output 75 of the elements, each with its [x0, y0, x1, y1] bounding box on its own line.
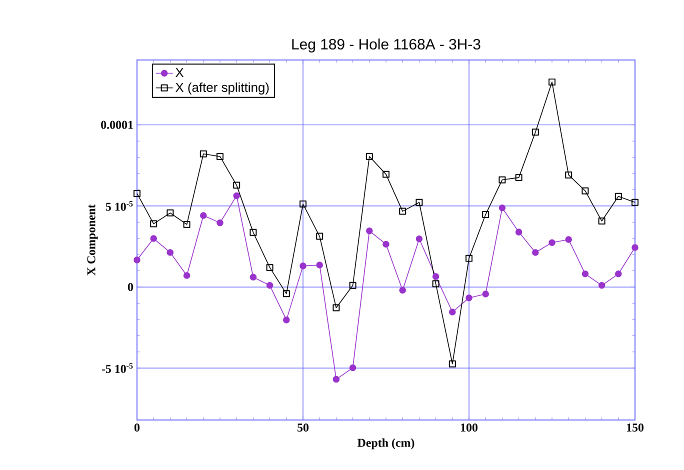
point [233, 182, 240, 189]
point [532, 249, 539, 256]
point [216, 219, 224, 226]
x-axis-title: Depth (cm) [357, 438, 414, 450]
point [432, 273, 440, 280]
point [582, 187, 589, 194]
point [183, 220, 190, 228]
point [316, 232, 324, 240]
point [449, 308, 456, 316]
point [548, 239, 556, 246]
point [150, 220, 158, 228]
x-tick-label: 0 [134, 424, 140, 432]
point [498, 176, 506, 184]
point [498, 204, 506, 212]
point [366, 228, 373, 234]
point [166, 249, 174, 256]
point [399, 208, 406, 215]
point [632, 198, 638, 206]
point [332, 376, 340, 383]
point [250, 228, 257, 236]
point [466, 254, 472, 262]
point [200, 150, 207, 158]
point [200, 212, 207, 219]
point [382, 240, 390, 248]
point [216, 152, 224, 160]
point [482, 211, 490, 218]
point [582, 270, 589, 278]
x-tick-label: 100 [460, 424, 478, 432]
point [548, 78, 556, 86]
point [282, 290, 290, 298]
legend-label: X [176, 68, 184, 77]
point [614, 192, 622, 200]
point [432, 280, 440, 288]
point [416, 235, 423, 242]
point [134, 256, 140, 264]
point [300, 262, 306, 270]
point [283, 316, 290, 324]
point [266, 264, 274, 272]
point [233, 192, 240, 200]
point [316, 262, 323, 268]
point [565, 171, 572, 178]
point [382, 170, 390, 178]
point [615, 270, 622, 278]
y-tick-label: 0 [128, 282, 134, 292]
point [399, 286, 406, 294]
point [515, 228, 522, 236]
point [466, 294, 472, 302]
point [448, 360, 456, 368]
y-tick-label: 0.0001 [101, 120, 133, 129]
point [150, 235, 157, 242]
point [266, 282, 274, 289]
point [366, 152, 373, 160]
x-tick-label: 150 [626, 424, 644, 432]
chart-title: Leg 189 - Hole 1168A - 3H-3 [292, 38, 480, 52]
y-tick-label: -5 10$^{-5}$ [102, 363, 133, 373]
point [166, 209, 174, 216]
y-tick-label: 5 10$^{-5}$ [106, 201, 133, 211]
point [598, 218, 606, 225]
point [349, 364, 356, 372]
point [482, 290, 489, 298]
legend-label: X (after splitting) [176, 82, 269, 95]
point [134, 190, 140, 197]
point [183, 272, 190, 279]
point [565, 236, 572, 243]
point [515, 174, 522, 182]
point [632, 244, 638, 251]
y-axis-title: X Component [87, 204, 98, 276]
point [300, 200, 306, 208]
x-tick-label: 50 [298, 424, 309, 432]
point [598, 282, 606, 289]
point [532, 128, 539, 136]
point [250, 274, 257, 281]
point [349, 282, 356, 289]
point [416, 198, 423, 206]
point [332, 304, 340, 312]
